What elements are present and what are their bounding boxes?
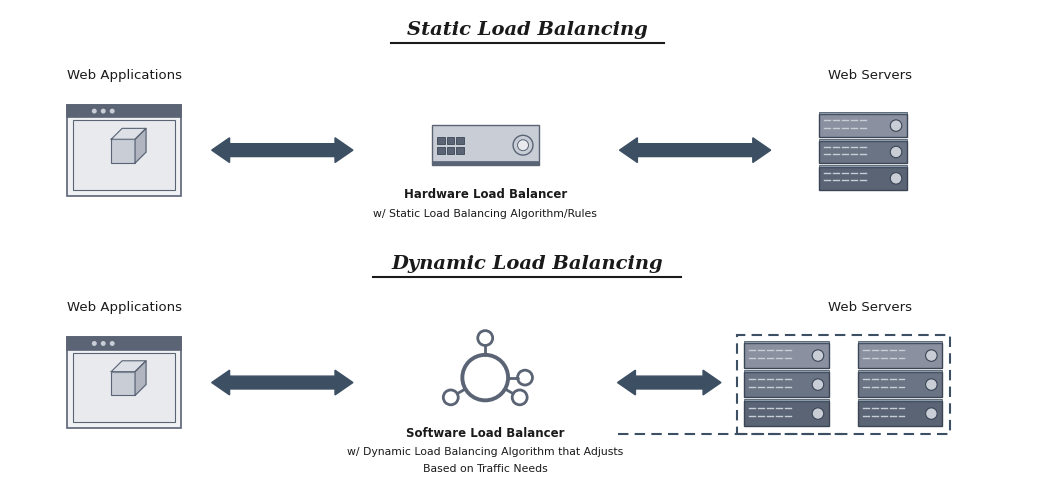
Bar bbox=[456, 147, 464, 154]
Text: Hardware Load Balancer: Hardware Load Balancer bbox=[404, 188, 567, 201]
Bar bbox=[67, 337, 181, 428]
Circle shape bbox=[891, 172, 902, 184]
Bar bbox=[73, 353, 175, 422]
Circle shape bbox=[813, 379, 824, 390]
Bar bbox=[447, 137, 454, 144]
Polygon shape bbox=[112, 361, 147, 371]
FancyBboxPatch shape bbox=[744, 399, 828, 401]
Circle shape bbox=[92, 341, 97, 346]
Bar bbox=[819, 141, 907, 163]
Bar bbox=[819, 114, 907, 137]
Text: w/ Static Load Balancing Algorithm/Rules: w/ Static Load Balancing Algorithm/Rules bbox=[373, 210, 598, 219]
Bar bbox=[447, 147, 454, 154]
Bar bbox=[858, 343, 942, 368]
Circle shape bbox=[101, 341, 105, 346]
Text: Software Load Balancer: Software Load Balancer bbox=[406, 427, 565, 440]
Circle shape bbox=[110, 341, 115, 346]
Circle shape bbox=[813, 350, 824, 361]
Circle shape bbox=[101, 108, 105, 113]
Bar bbox=[737, 335, 950, 434]
Polygon shape bbox=[212, 138, 353, 162]
Text: Web Servers: Web Servers bbox=[828, 70, 912, 83]
Circle shape bbox=[518, 140, 528, 151]
Bar bbox=[431, 125, 539, 165]
Bar bbox=[744, 343, 828, 368]
Bar bbox=[73, 120, 175, 190]
FancyBboxPatch shape bbox=[858, 399, 942, 401]
Text: Based on Traffic Needs: Based on Traffic Needs bbox=[423, 464, 548, 474]
Circle shape bbox=[925, 408, 937, 419]
Bar bbox=[431, 160, 539, 165]
Polygon shape bbox=[618, 370, 721, 395]
Text: w/ Dynamic Load Balancing Algorithm that Adjusts: w/ Dynamic Load Balancing Algorithm that… bbox=[347, 447, 623, 457]
FancyBboxPatch shape bbox=[819, 165, 907, 167]
Circle shape bbox=[513, 135, 533, 155]
Polygon shape bbox=[620, 138, 770, 162]
Bar bbox=[112, 139, 135, 163]
FancyBboxPatch shape bbox=[744, 370, 828, 372]
Bar bbox=[744, 401, 828, 426]
Bar bbox=[858, 372, 942, 397]
Bar bbox=[819, 167, 907, 190]
Bar bbox=[858, 401, 942, 426]
Bar bbox=[456, 137, 464, 144]
Bar bbox=[437, 137, 445, 144]
Circle shape bbox=[891, 120, 902, 132]
Polygon shape bbox=[212, 370, 353, 395]
Bar bbox=[67, 105, 181, 117]
Circle shape bbox=[813, 408, 824, 419]
Text: Web Applications: Web Applications bbox=[66, 70, 181, 83]
Bar bbox=[437, 147, 445, 154]
Circle shape bbox=[891, 146, 902, 158]
Bar bbox=[67, 105, 181, 196]
Polygon shape bbox=[135, 361, 147, 396]
FancyBboxPatch shape bbox=[858, 341, 942, 343]
FancyBboxPatch shape bbox=[744, 341, 828, 343]
Circle shape bbox=[925, 379, 937, 390]
Bar bbox=[744, 372, 828, 397]
FancyBboxPatch shape bbox=[819, 139, 907, 141]
Polygon shape bbox=[135, 129, 147, 163]
Bar bbox=[67, 337, 181, 350]
Text: Web Servers: Web Servers bbox=[828, 301, 912, 314]
FancyBboxPatch shape bbox=[819, 112, 907, 114]
Circle shape bbox=[92, 108, 97, 113]
Text: Web Applications: Web Applications bbox=[66, 301, 181, 314]
Bar bbox=[112, 371, 135, 396]
Text: Dynamic Load Balancing: Dynamic Load Balancing bbox=[391, 255, 663, 273]
Polygon shape bbox=[112, 129, 147, 139]
Circle shape bbox=[925, 350, 937, 361]
Text: Static Load Balancing: Static Load Balancing bbox=[407, 22, 647, 39]
Circle shape bbox=[110, 108, 115, 113]
FancyBboxPatch shape bbox=[858, 370, 942, 372]
